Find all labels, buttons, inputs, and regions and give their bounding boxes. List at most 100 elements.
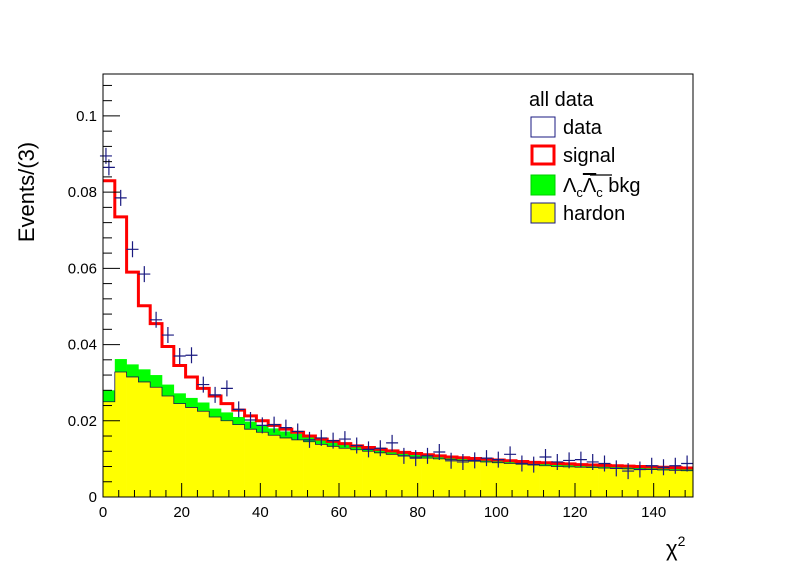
y-axis-label: Events/(3) xyxy=(14,142,39,242)
data-point xyxy=(315,429,328,446)
data-point xyxy=(468,452,481,469)
x-tick-label: 60 xyxy=(331,504,348,521)
data-point xyxy=(633,461,646,478)
x-axis-label: χ2 xyxy=(666,533,686,561)
data-point xyxy=(539,448,552,465)
data-point xyxy=(256,417,269,434)
hadron-bin-bar xyxy=(303,441,316,497)
lclc-bin-bar xyxy=(150,375,163,388)
lclc-bin-bar xyxy=(232,416,245,425)
hadron-bin-bar xyxy=(645,469,658,497)
hadron-bin-bar xyxy=(114,372,127,497)
data-point xyxy=(244,412,257,429)
hadron-bin-bar xyxy=(150,387,163,497)
data-point xyxy=(279,419,292,436)
data-point xyxy=(209,386,222,403)
hadron-bin-bar xyxy=(586,467,599,497)
data-point xyxy=(150,311,163,328)
data-point xyxy=(480,450,493,467)
data-point xyxy=(645,457,658,474)
hadron-bin-bar xyxy=(374,452,387,497)
x-tick-label: 100 xyxy=(484,504,509,521)
bkg-word: bkg xyxy=(603,175,641,197)
hadron-bin-bar xyxy=(598,468,611,497)
data-point xyxy=(126,241,139,258)
y-tick-label: 0 xyxy=(89,489,97,506)
data-point xyxy=(598,455,611,472)
data-point xyxy=(657,459,670,476)
hadron-bin-bar xyxy=(516,464,529,497)
hadron-bin-bar xyxy=(291,439,304,497)
hadron-bin-bar xyxy=(681,470,694,497)
hadron-bin-bar xyxy=(197,411,210,497)
lclc-bin-bar xyxy=(103,390,116,402)
legend-swatch-lclc xyxy=(530,174,556,196)
data-point xyxy=(527,456,540,473)
hadron-bin-bar xyxy=(350,449,363,497)
hadron-bin-bar xyxy=(433,458,446,497)
data-point xyxy=(114,189,127,206)
hadron-bin-bar xyxy=(138,381,151,497)
hadron-bin-bar xyxy=(575,467,588,497)
hadron-bin-bar xyxy=(657,469,670,497)
x-axis-label-superscript: 2 xyxy=(678,533,686,549)
lclc-bin-bar xyxy=(126,364,139,377)
hadron-bin-bar xyxy=(421,458,434,497)
hadron-bin-bar xyxy=(173,403,186,497)
legend: all data data signal ΛcΛc bkg hardon xyxy=(529,89,641,225)
hadron-bin-bar xyxy=(209,416,222,497)
x-tick-label: 20 xyxy=(173,504,190,521)
legend-swatch-data xyxy=(530,116,556,138)
data-point xyxy=(515,455,528,472)
hadron-bin-bar xyxy=(634,469,647,497)
data-point xyxy=(374,440,387,457)
lclc-bin-bar xyxy=(114,359,127,373)
y-tick-label: 0.08 xyxy=(68,184,97,201)
legend-label-hadron: hardon xyxy=(563,203,625,225)
hadron-bin-bar xyxy=(622,468,635,497)
hadron-bin-bar xyxy=(445,459,458,497)
antilambda-subscript: c xyxy=(596,185,603,200)
legend-label-data: data xyxy=(563,117,603,139)
x-tick-label: 140 xyxy=(641,504,666,521)
hadron-bin-bar xyxy=(386,454,399,497)
lambda-subscript: c xyxy=(576,185,583,200)
data-point xyxy=(586,453,599,470)
stacked-fill-layer xyxy=(102,359,694,497)
x-tick-label: 40 xyxy=(252,504,269,521)
data-point xyxy=(327,432,340,449)
hadron-bin-bar xyxy=(126,376,139,497)
data-point xyxy=(220,380,233,397)
hadron-bin-bar xyxy=(232,424,245,497)
data-point xyxy=(173,348,186,364)
data-point xyxy=(268,416,281,433)
lclc-bin-bar xyxy=(209,408,222,417)
hadron-outline xyxy=(102,371,693,497)
data-point xyxy=(456,453,469,470)
hadron-bin-bar xyxy=(409,456,422,497)
lambda-symbol: Λ xyxy=(563,175,577,197)
data-point xyxy=(386,434,399,451)
x-tick-label: 0 xyxy=(99,504,107,521)
data-point xyxy=(445,452,458,469)
data-point xyxy=(574,451,587,468)
hadron-bin-bar xyxy=(103,401,116,497)
hadron-bin-bar xyxy=(185,407,198,497)
data-point xyxy=(610,460,623,477)
data-point xyxy=(338,431,351,448)
hadron-bin-bar xyxy=(268,435,281,497)
hadron-bin-bar xyxy=(551,466,564,497)
data-point xyxy=(303,431,316,448)
axes-layer: 0 20 40 60 80 100 120 140 0 0.02 0.04 0.06 0.08 0.1 xyxy=(68,84,686,521)
data-point xyxy=(350,437,363,454)
data-point xyxy=(409,450,422,467)
lclc-bin-bar xyxy=(173,393,186,404)
plot-frame xyxy=(102,73,694,498)
hadron-bin-bar xyxy=(339,448,352,497)
antilambda-symbol: Λ xyxy=(583,175,597,197)
legend-label-signal: signal xyxy=(563,145,615,167)
lclc-bin-bar xyxy=(138,369,151,382)
data-point xyxy=(433,444,446,461)
legend-swatch-signal xyxy=(530,144,556,166)
